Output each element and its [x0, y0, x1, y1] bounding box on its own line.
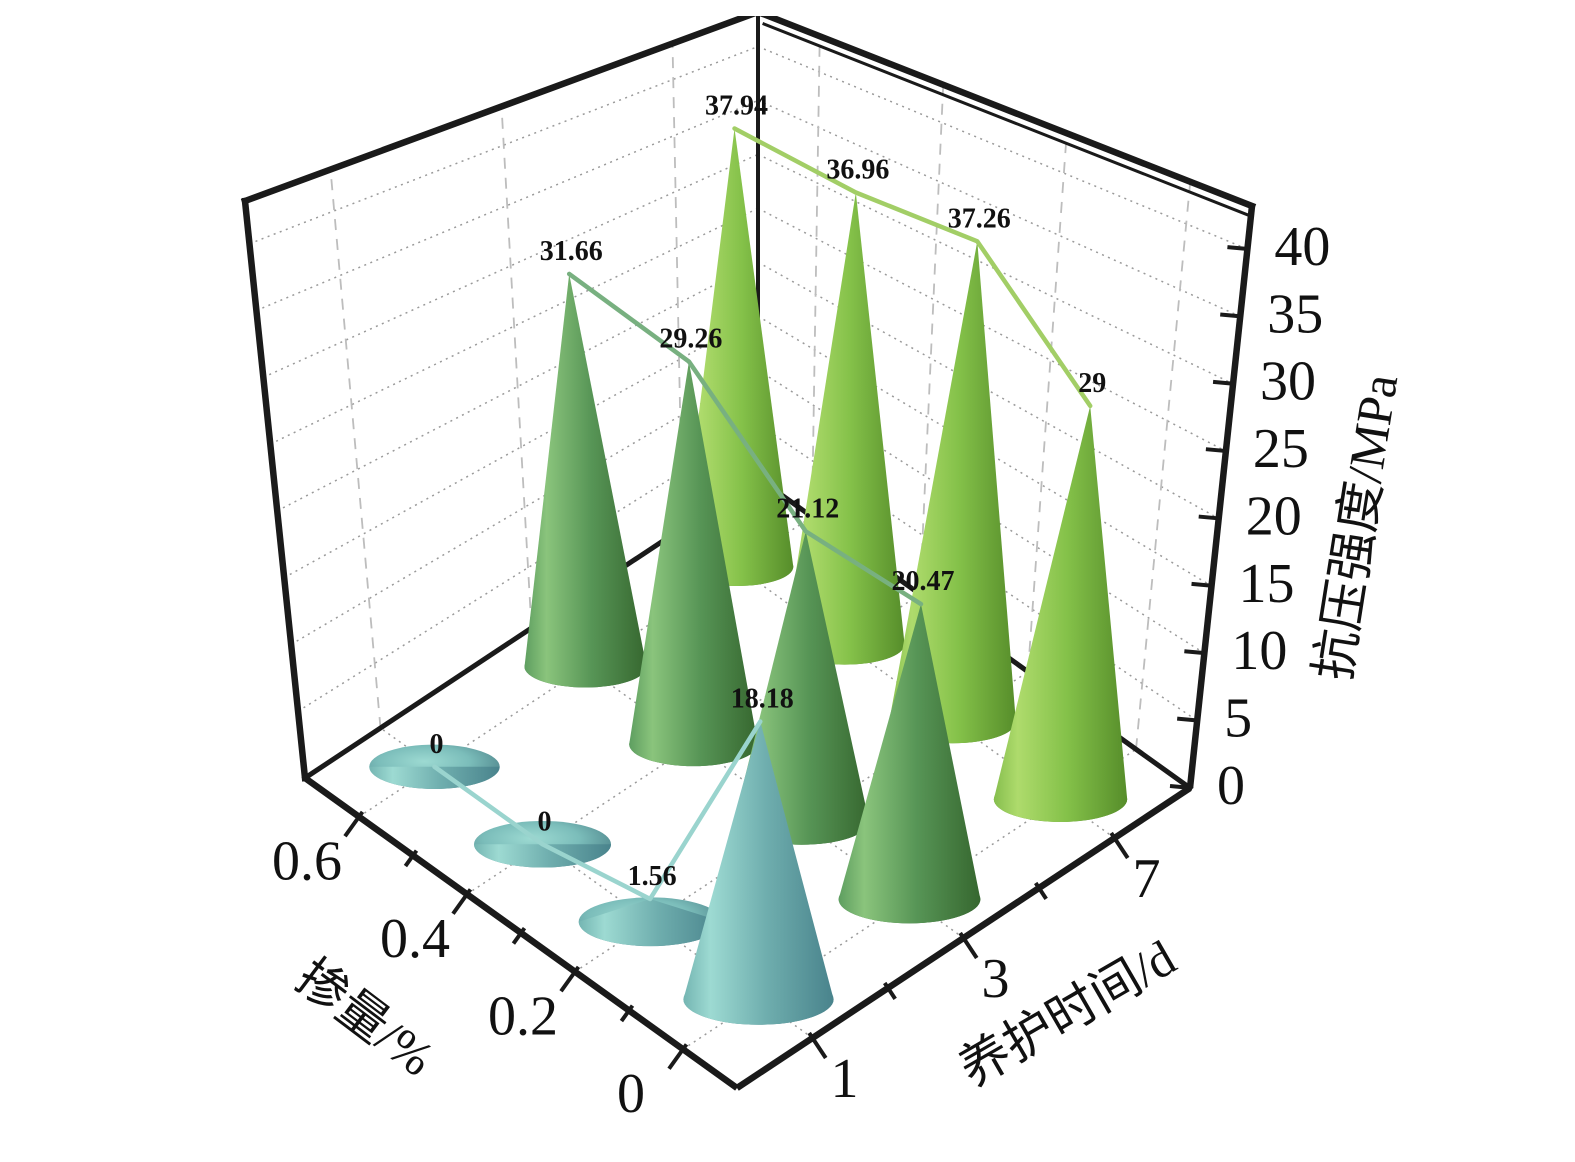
time-tick-label-7: 7 [1133, 848, 1161, 910]
value-label-time7-dosage0.2: 37.26 [948, 203, 1011, 234]
z-tick-label-10: 10 [1231, 620, 1287, 682]
value-label-time3-dosage0.6: 31.66 [540, 236, 603, 267]
cone-time1-dosage0.4 [473, 844, 612, 868]
dosage-axis-tick [667, 1043, 689, 1070]
value-label-time1-dosage0: 18.18 [731, 684, 794, 715]
value-label-time7-dosage0.4: 36.96 [826, 155, 889, 186]
z-tick-label-5: 5 [1224, 687, 1252, 749]
right-wall-vertical-gridline [919, 84, 945, 595]
z-axis-tick [1176, 716, 1200, 723]
dosage-tick-label-0.2: 0.2 [488, 986, 558, 1048]
z-axis-tick [1169, 784, 1193, 790]
z-tick-label-20: 20 [1246, 485, 1302, 547]
time-axis-tick [958, 931, 979, 960]
z-axis-tick [1212, 379, 1236, 386]
dosage-axis-tick [511, 926, 527, 945]
time-axis-tick [1034, 881, 1048, 900]
axes [303, 205, 1256, 1091]
z-axis-tick [1191, 581, 1214, 588]
cone-time7-dosage0 [993, 405, 1128, 822]
value-label-time1-dosage0.4: 0 [538, 806, 552, 837]
z-axis-tick [1198, 514, 1221, 521]
z-axis [1186, 205, 1256, 789]
time-axis-tick [883, 981, 897, 1000]
top-right-edge [759, 16, 1257, 211]
right-wall-vertical-gridline [1135, 181, 1192, 750]
z-tick-label-0: 0 [1217, 755, 1245, 817]
dosage-axis-tick [559, 965, 581, 993]
value-label-time3-dosage0.4: 29.26 [659, 324, 722, 355]
cone-time1-dosage0 [683, 721, 834, 1025]
dosage-tick-label-0.6: 0.6 [272, 831, 342, 893]
dosage-axis-tick [619, 1004, 635, 1023]
series-line-time-7 [732, 126, 1093, 409]
z-axis-title: 抗压强度/MPa [1305, 370, 1409, 683]
cone-time3-dosage0.6 [524, 273, 647, 688]
top-right-edge-inner [762, 22, 1250, 217]
value-label-time1-dosage0.6: 0 [430, 729, 444, 760]
z-tick-label-15: 15 [1239, 553, 1295, 615]
dosage-axis-tick [403, 849, 419, 868]
time-axis-tick [807, 1031, 828, 1060]
dosage-axis-tick [451, 888, 473, 915]
z-tick-label-35: 35 [1267, 283, 1323, 345]
3d-cone-chart-figure: 0 0.2 0.4 0.6 1 3 7 0 5 10 15 20 25 30 35 40 掺量/% 养护时间/d 抗… [40, 16, 1575, 1146]
dosage-axis-tick [343, 810, 365, 838]
cone-series [369, 126, 1128, 1025]
time-tick-label-1: 1 [831, 1048, 859, 1110]
left-wall-vertical-gridline [329, 169, 382, 729]
series-line-time-3 [566, 271, 924, 607]
cone-time7-dosage0.4 [784, 192, 905, 665]
z-tick-label-25: 25 [1253, 418, 1309, 480]
z-axis-tick [1205, 447, 1229, 454]
left-wall-outer-edge [241, 197, 309, 782]
dosage-tick-label-0: 0 [617, 1063, 645, 1125]
cone-time1-dosage0.6 [369, 766, 500, 789]
cone-time3-dosage0.4 [629, 361, 758, 767]
cone-time1-dosage0.2 [578, 898, 723, 947]
left-wall-vertical-gridline [500, 106, 533, 629]
right-wall-vertical-gridline [811, 36, 821, 517]
z-axis-tick [1220, 312, 1243, 319]
z-axis-tick [1227, 245, 1250, 252]
dosage-tick-label-0.4: 0.4 [380, 908, 450, 970]
time-tick-label-3: 3 [982, 948, 1010, 1010]
cone-time3-dosage0 [838, 604, 981, 924]
value-label-time3-dosage0: 20.47 [891, 566, 954, 597]
z-tick-label-40: 40 [1274, 216, 1330, 278]
right-wall-vertical-gridline [1027, 133, 1068, 672]
time-axis-tick [1109, 831, 1130, 860]
value-label-time7-dosage0: 29 [1078, 368, 1106, 399]
value-label-time1-dosage0.2: 1.56 [628, 861, 677, 892]
z-axis-tick [1184, 649, 1207, 656]
value-label-time3-dosage0.2: 21.12 [776, 493, 839, 524]
top-left-edge [240, 16, 757, 206]
value-label-time7-dosage0.6: 37.94 [705, 91, 768, 122]
series-line-time-1 [432, 719, 763, 902]
z-tick-label-30: 30 [1260, 351, 1316, 413]
